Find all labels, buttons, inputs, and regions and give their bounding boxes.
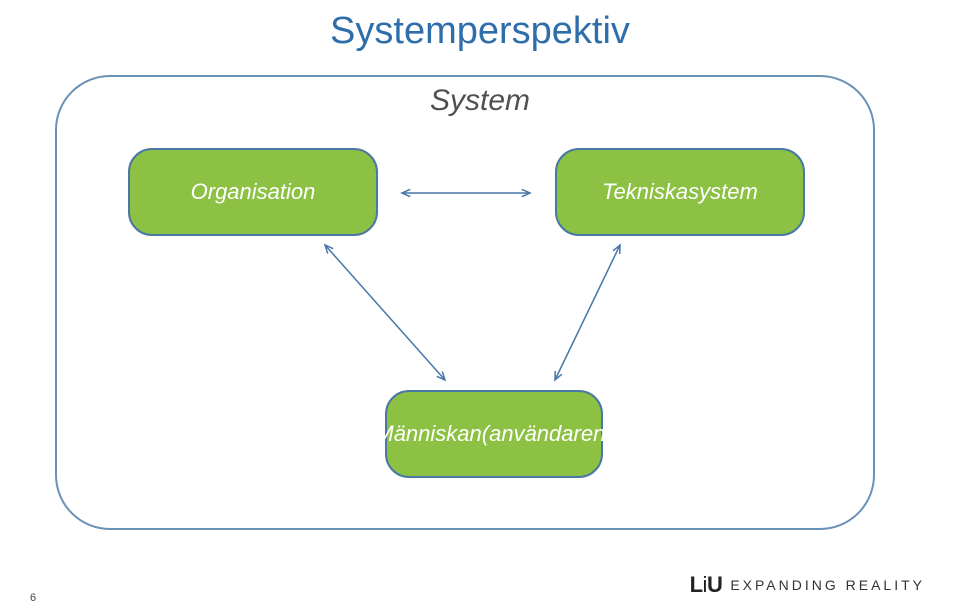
footer-logo: LiU — [690, 572, 723, 598]
slide-title: Systemperspektiv — [0, 10, 960, 53]
node-organisation: Organisation — [128, 148, 378, 236]
node-manniskan: Människan(användaren) — [385, 390, 603, 478]
footer-tagline: EXPANDING REALITY — [730, 577, 925, 593]
footer-brand: LiU EXPANDING REALITY — [690, 572, 925, 598]
page-number: 6 — [30, 592, 36, 604]
node-tekniska: Tekniskasystem — [555, 148, 805, 236]
system-container-label: System — [0, 84, 960, 118]
